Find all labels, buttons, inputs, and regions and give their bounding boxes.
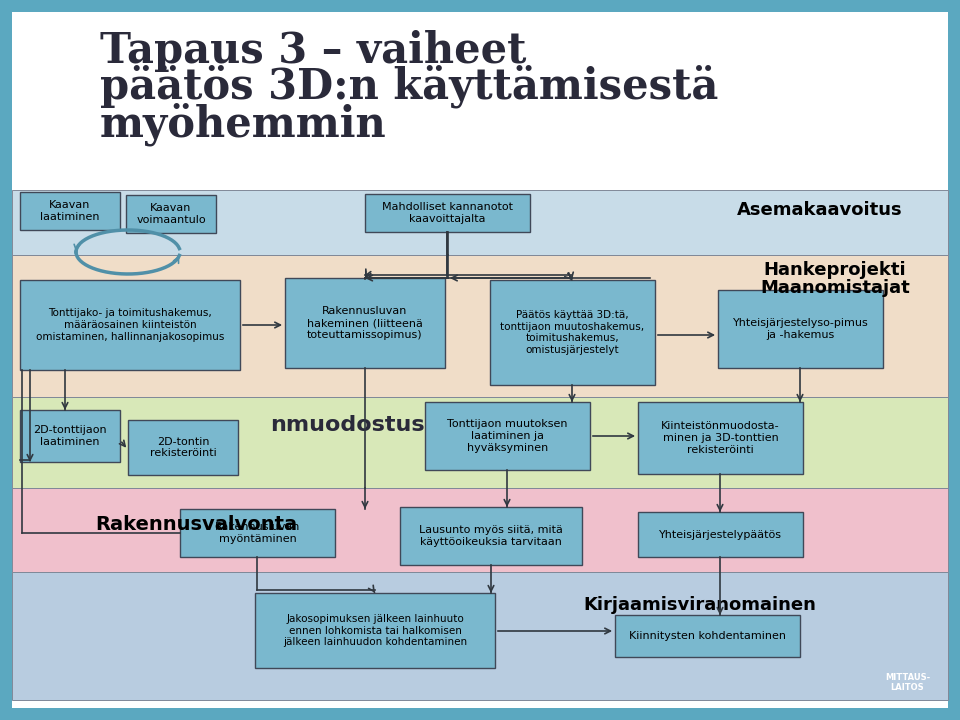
Text: Kaavan
laatiminen: Kaavan laatiminen	[40, 200, 100, 222]
FancyBboxPatch shape	[12, 488, 948, 572]
Text: Hankeprojekti: Hankeprojekti	[764, 261, 906, 279]
Text: Kiinnitysten kohdentaminen: Kiinnitysten kohdentaminen	[629, 631, 786, 641]
FancyBboxPatch shape	[285, 278, 445, 368]
Text: MITTAUS-
LAITOS: MITTAUS- LAITOS	[885, 672, 930, 692]
Text: Rakennusvalvonta: Rakennusvalvonta	[95, 516, 298, 534]
Text: Kirjaamisviranomainen: Kirjaamisviranomainen	[584, 596, 816, 614]
Text: 2D-tonttijaon
laatiminen: 2D-tonttijaon laatiminen	[34, 426, 107, 447]
FancyBboxPatch shape	[180, 509, 335, 557]
Text: Maanomistajat: Maanomistajat	[760, 279, 910, 297]
Text: päätös 3D:n käyttämisestä: päätös 3D:n käyttämisestä	[100, 65, 718, 109]
Text: Tonttijako- ja toimitushakemus,
määräosainen kiinteistön
omistaminen, hallinnanj: Tonttijako- ja toimitushakemus, määräosa…	[36, 308, 225, 341]
Text: Lausunto myös siitä, mitä
käyttöoikeuksia tarvitaan: Lausunto myös siitä, mitä käyttöoikeuksi…	[420, 525, 563, 546]
Text: Päätös käyttää 3D:tä,
tonttijaon muutoshakemus,
toimitushakemus,
omistusjärjeste: Päätös käyttää 3D:tä, tonttijaon muutosh…	[500, 310, 644, 355]
FancyBboxPatch shape	[128, 420, 238, 475]
FancyBboxPatch shape	[490, 280, 655, 385]
Text: Rakennusluvan
hakeminen (liitteenä
toteuttamissopimus): Rakennusluvan hakeminen (liitteenä toteu…	[307, 307, 423, 340]
FancyBboxPatch shape	[12, 572, 948, 700]
FancyBboxPatch shape	[20, 280, 240, 370]
Text: Tonttijaon muutoksen
laatiminen ja
hyväksyminen: Tonttijaon muutoksen laatiminen ja hyväk…	[447, 419, 567, 453]
FancyBboxPatch shape	[638, 512, 803, 557]
FancyBboxPatch shape	[400, 507, 582, 565]
FancyBboxPatch shape	[12, 190, 948, 255]
FancyBboxPatch shape	[126, 195, 216, 233]
Text: Yhteisjärjestelypäätös: Yhteisjärjestelypäätös	[659, 529, 782, 539]
FancyBboxPatch shape	[718, 290, 883, 368]
Text: Mahdolliset kannanotot
kaavoittajalta: Mahdolliset kannanotot kaavoittajalta	[382, 202, 513, 224]
Text: Jakosopimuksen jälkeen lainhuuto
ennen lohkomista tai halkomisen
jälkeen lainhuu: Jakosopimuksen jälkeen lainhuuto ennen l…	[283, 614, 468, 647]
Text: Yhteisjärjestelyso­pimus
ja -hakemus: Yhteisjärjestelyso­pimus ja -hakemus	[732, 318, 869, 340]
Text: 2D-tontin
rekisteröinti: 2D-tontin rekisteröinti	[150, 437, 216, 459]
FancyBboxPatch shape	[12, 12, 948, 708]
FancyBboxPatch shape	[12, 255, 948, 397]
Text: nmuodostus: nmuodostus	[270, 415, 424, 435]
FancyBboxPatch shape	[20, 192, 120, 230]
FancyBboxPatch shape	[365, 194, 530, 232]
Text: Rakennusluvan
myöntäminen: Rakennusluvan myöntäminen	[215, 522, 300, 544]
FancyBboxPatch shape	[255, 593, 495, 668]
Text: Kaavan
voimaantulo: Kaavan voimaantulo	[136, 203, 205, 225]
Text: Kiinteistönmuodosta-
minen ja 3D-tonttien
rekisteröinti: Kiinteistönmuodosta- minen ja 3D-tonttie…	[661, 421, 780, 454]
FancyBboxPatch shape	[20, 410, 120, 462]
FancyBboxPatch shape	[12, 397, 948, 488]
FancyBboxPatch shape	[638, 402, 803, 474]
Text: myöhemmin: myöhemmin	[100, 102, 387, 145]
FancyBboxPatch shape	[615, 615, 800, 657]
FancyBboxPatch shape	[425, 402, 590, 470]
Text: Tapaus 3 – vaiheet: Tapaus 3 – vaiheet	[100, 30, 526, 72]
Text: Asemakaavoitus: Asemakaavoitus	[737, 201, 902, 219]
